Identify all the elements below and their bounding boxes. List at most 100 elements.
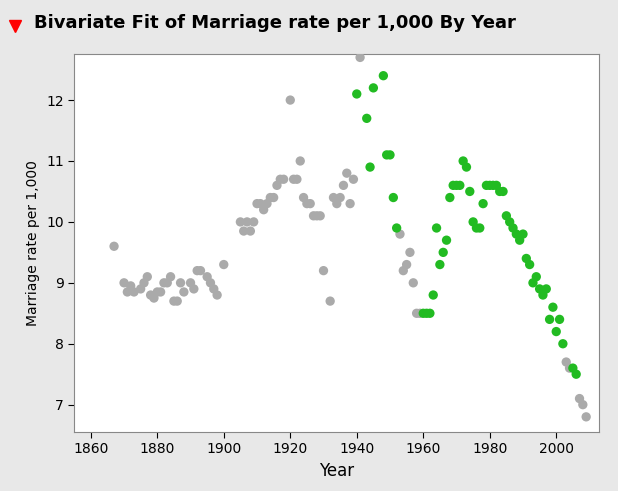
Point [308, 212, 318, 220]
Point [541, 285, 551, 293]
Point [548, 303, 558, 311]
Point [136, 285, 146, 293]
Point [561, 358, 571, 366]
Point [525, 261, 535, 269]
Point [315, 212, 325, 220]
Point [578, 401, 588, 409]
Point [129, 288, 139, 296]
Point [242, 218, 252, 226]
Point [408, 279, 418, 287]
Point [395, 230, 405, 238]
Point [501, 212, 511, 220]
Point [318, 267, 328, 274]
Point [498, 188, 508, 195]
Point [139, 279, 149, 287]
Point [382, 151, 392, 159]
Point [551, 327, 561, 335]
Point [365, 163, 375, 171]
Point [349, 175, 358, 183]
Point [109, 243, 119, 250]
Point [478, 200, 488, 208]
Point [245, 227, 255, 235]
Point [312, 212, 322, 220]
Point [159, 279, 169, 287]
Point [462, 163, 472, 171]
Point [428, 291, 438, 299]
Point [505, 218, 515, 226]
Point [292, 175, 302, 183]
Point [421, 309, 431, 317]
Point [405, 248, 415, 256]
Point [458, 157, 468, 165]
Point [206, 279, 216, 287]
Point [185, 279, 195, 287]
Point [388, 193, 398, 201]
Point [252, 200, 262, 208]
Point [468, 218, 478, 226]
Point [575, 395, 585, 403]
Point [402, 261, 412, 269]
Point [265, 193, 275, 201]
Point [249, 218, 259, 226]
Point [378, 72, 388, 80]
Point [146, 291, 156, 299]
Point [455, 182, 465, 190]
Point [176, 279, 185, 287]
Point [448, 182, 458, 190]
Point [235, 218, 245, 226]
Point [558, 340, 568, 348]
Point [152, 288, 162, 296]
Point [345, 200, 355, 208]
Point [472, 224, 481, 232]
Point [172, 297, 182, 305]
Point [352, 90, 362, 98]
Point [325, 297, 335, 305]
Point [392, 224, 402, 232]
Point [481, 182, 491, 190]
Point [329, 193, 339, 201]
X-axis label: Year: Year [320, 462, 354, 480]
Point [445, 193, 455, 201]
Point [119, 279, 129, 287]
Point [435, 261, 445, 269]
Point [156, 288, 166, 296]
Point [125, 282, 135, 290]
Point [538, 291, 548, 299]
Point [465, 188, 475, 195]
Point [535, 285, 544, 293]
Point [255, 200, 265, 208]
Point [355, 54, 365, 61]
Point [515, 236, 525, 244]
Point [565, 364, 575, 372]
Point [259, 206, 269, 214]
Point [276, 175, 286, 183]
Point [286, 96, 295, 104]
Point [142, 273, 152, 281]
Point [302, 200, 312, 208]
Point [189, 285, 199, 293]
Point [169, 297, 179, 305]
Point [438, 248, 448, 256]
Point [358, 23, 368, 31]
Point [219, 261, 229, 269]
Point [415, 309, 425, 317]
Point [522, 254, 531, 262]
Point [544, 315, 554, 323]
Y-axis label: Marriage rate per 1,000: Marriage rate per 1,000 [27, 160, 40, 326]
Point [495, 188, 505, 195]
Point [335, 193, 345, 201]
Point [122, 288, 132, 296]
Point [425, 309, 435, 317]
Text: Bivariate Fit of Marriage rate per 1,000 By Year: Bivariate Fit of Marriage rate per 1,000… [34, 14, 516, 32]
Point [166, 273, 176, 281]
Point [418, 309, 428, 317]
Point [508, 224, 518, 232]
Point [362, 114, 371, 122]
Point [269, 193, 279, 201]
Point [528, 279, 538, 287]
Point [195, 267, 205, 274]
Point [485, 182, 494, 190]
Point [475, 224, 485, 232]
Point [212, 291, 222, 299]
Point [295, 157, 305, 165]
